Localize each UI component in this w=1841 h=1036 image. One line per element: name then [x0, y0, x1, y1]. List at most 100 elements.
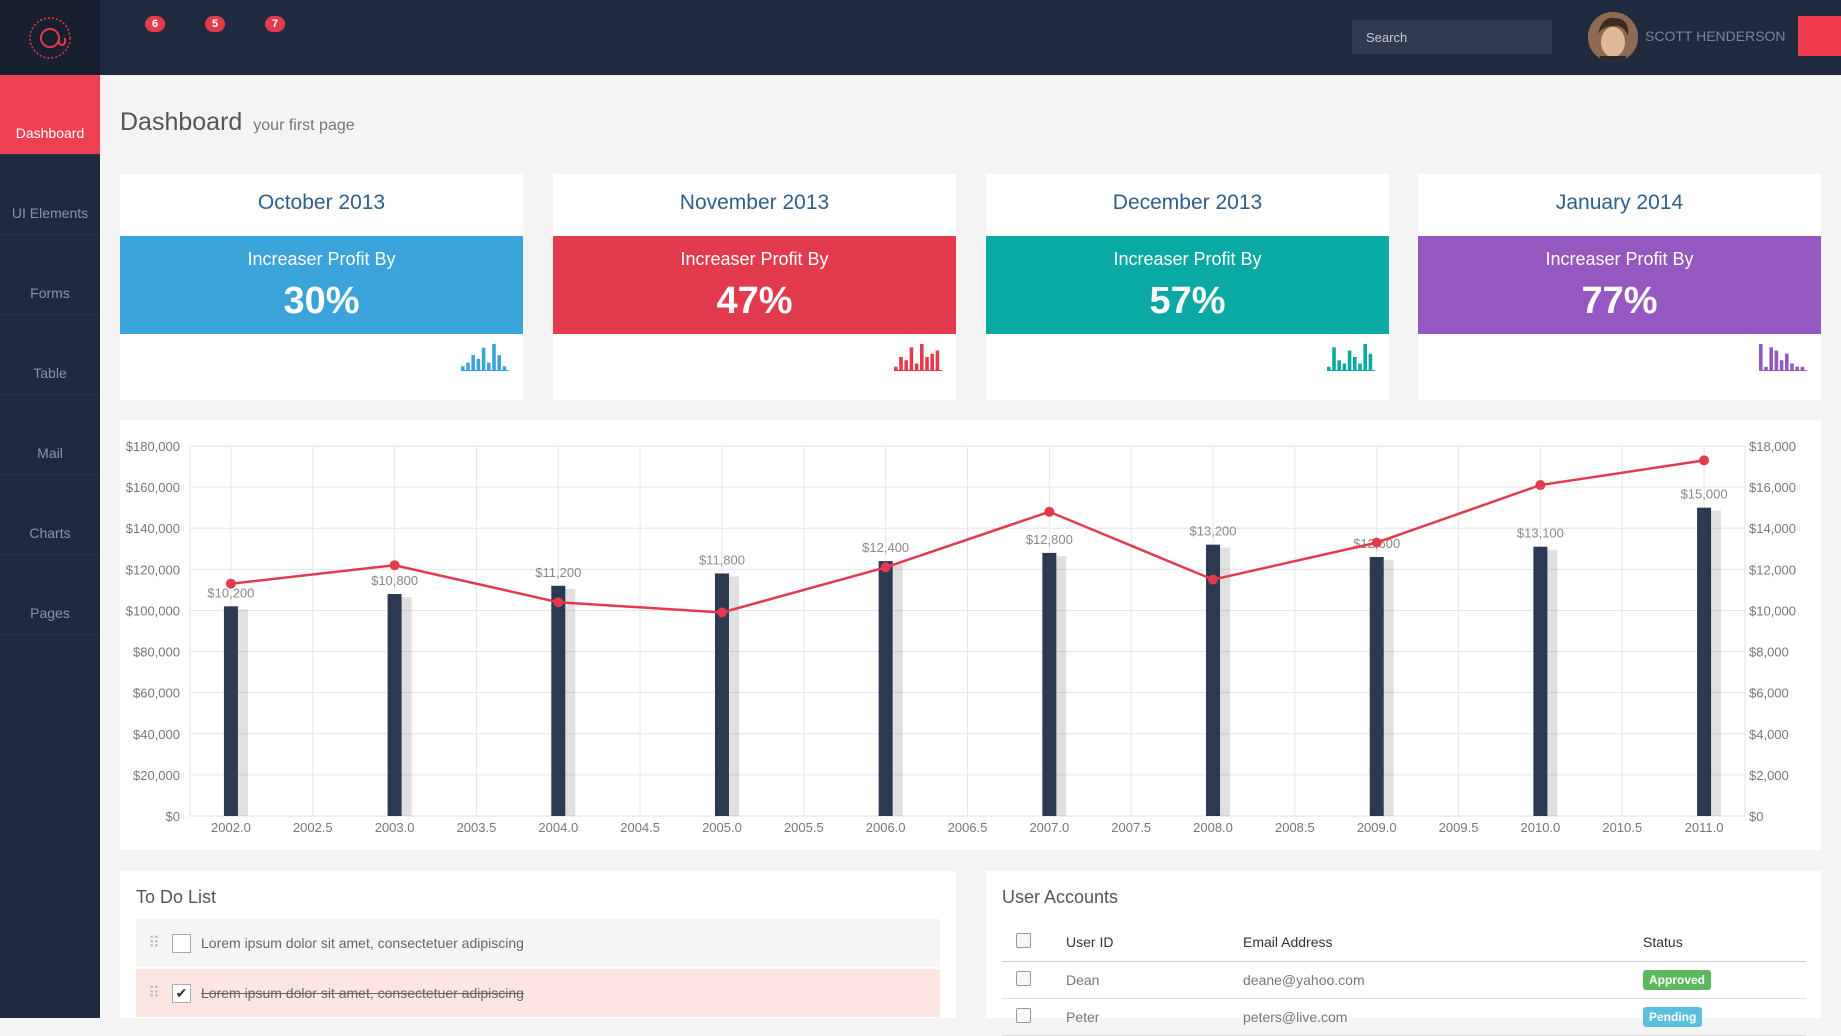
bar[interactable] — [387, 594, 402, 816]
bar[interactable] — [878, 561, 893, 816]
email-cell: deane@yahoo.com — [1243, 961, 1643, 999]
line-point[interactable] — [389, 560, 400, 571]
column-header-email: Email Address — [1243, 923, 1643, 962]
x-tick-label: 2011.0 — [1685, 820, 1724, 835]
y-right-tick-label: $12,000 — [1749, 562, 1796, 577]
bar[interactable] — [714, 573, 729, 816]
bar-value-label: $15,000 — [1681, 487, 1728, 502]
card-label: Increaser Profit By — [247, 249, 396, 269]
mini-bar-chart-icon — [1327, 344, 1375, 371]
spark-bar — [920, 344, 924, 370]
line-point[interactable] — [716, 607, 727, 618]
bar[interactable] — [1206, 544, 1221, 816]
select-all-checkbox[interactable] — [1016, 933, 1031, 948]
drag-handle-icon[interactable]: ⠿ — [148, 985, 160, 1002]
line-point[interactable] — [553, 597, 564, 608]
task-badge[interactable]: 7 — [265, 16, 285, 32]
y-right-tick-label: $0 — [1749, 809, 1763, 824]
avatar[interactable] — [1588, 12, 1638, 62]
notification-badge[interactable]: 6 — [145, 16, 165, 32]
y-left-tick-label: $20,000 — [133, 768, 180, 783]
x-tick-label: 2006.0 — [866, 820, 906, 835]
message-badge[interactable]: 5 — [205, 16, 225, 32]
bar[interactable] — [1369, 557, 1384, 816]
sidebar-item-pages[interactable]: Pages — [0, 555, 100, 635]
spark-bar — [466, 362, 470, 370]
search-input[interactable] — [1352, 20, 1552, 54]
bar[interactable] — [1533, 546, 1548, 816]
x-tick-label: 2006.5 — [948, 820, 988, 835]
stat-card: October 2013 Increaser Profit By 30% — [120, 174, 523, 400]
bar-value-label: $11,800 — [699, 552, 745, 567]
spark-bar — [1363, 344, 1367, 370]
row-checkbox[interactable] — [1016, 971, 1031, 986]
sidebar-item-label: Charts — [29, 525, 71, 541]
stat-card: December 2013 Increaser Profit By 57% — [986, 174, 1389, 400]
line-point[interactable] — [1044, 506, 1055, 517]
y-left-tick-label: $100,000 — [126, 603, 180, 618]
logo[interactable] — [0, 0, 100, 75]
sidebar-item-ui-elements[interactable]: UI Elements — [0, 155, 100, 235]
spark-bar — [930, 353, 934, 370]
bar[interactable] — [551, 585, 566, 816]
menu-toggle-button[interactable] — [1798, 16, 1841, 56]
sidebar-item-dashboard[interactable]: Dashboard — [0, 75, 100, 155]
x-tick-label: 2002.5 — [293, 820, 333, 835]
y-left-tick-label: $160,000 — [126, 480, 180, 495]
card-label: Increaser Profit By — [680, 249, 829, 269]
x-tick-label: 2008.5 — [1275, 820, 1315, 835]
spark-bar — [1358, 363, 1362, 370]
x-tick-label: 2004.0 — [538, 820, 578, 835]
x-tick-label: 2010.0 — [1521, 820, 1561, 835]
bar-value-label: $10,800 — [371, 573, 418, 588]
y-left-tick-label: $180,000 — [126, 439, 180, 454]
username[interactable]: SCOTT HENDERSON — [1645, 28, 1786, 44]
bar-value-label: $12,800 — [1026, 532, 1073, 547]
status-badge: Pending — [1643, 1007, 1703, 1027]
spark-bar — [894, 366, 898, 370]
sidebar-item-label: Pages — [30, 605, 70, 621]
spark-bar — [1785, 353, 1789, 370]
spark-bar — [476, 358, 481, 370]
bar[interactable] — [1042, 552, 1057, 816]
x-tick-label: 2008.0 — [1193, 820, 1233, 835]
sidebar-item-charts[interactable]: Charts — [0, 475, 100, 555]
y-left-tick-label: $120,000 — [126, 562, 180, 577]
row-checkbox[interactable] — [1016, 1008, 1031, 1023]
card-title: January 2014 — [1555, 191, 1684, 214]
y-right-tick-label: $10,000 — [1749, 603, 1796, 618]
bar[interactable] — [1697, 507, 1712, 816]
card-band: Increaser Profit By 30% — [120, 236, 523, 334]
bar[interactable] — [223, 606, 238, 816]
card-band: Increaser Profit By 47% — [553, 236, 956, 334]
drag-handle-icon[interactable]: ⠿ — [148, 935, 160, 952]
line-point[interactable] — [1535, 480, 1546, 491]
logo-icon — [29, 16, 71, 59]
todo-checkbox[interactable] — [172, 933, 191, 953]
sidebar-item-table[interactable]: Table — [0, 315, 100, 395]
check-icon: ✔ — [175, 984, 188, 1001]
todo-item[interactable]: ⠿ ✔ Lorem ipsum dolor sit amet, consecte… — [136, 969, 940, 1017]
stat-card: January 2014 Increaser Profit By 77% — [1418, 174, 1821, 400]
x-tick-label: 2007.0 — [1029, 820, 1069, 835]
plot-frame — [189, 445, 1746, 817]
spark-bar — [1353, 357, 1357, 370]
todo-checkbox[interactable]: ✔ — [172, 983, 191, 1003]
user-avatar-icon — [1588, 12, 1638, 62]
todo-item[interactable]: ⠿ Lorem ipsum dolor sit amet, consectetu… — [136, 919, 940, 967]
spark-bar — [502, 366, 507, 370]
line-point[interactable] — [880, 562, 891, 573]
spark-bar — [904, 360, 908, 370]
line-point[interactable] — [1208, 574, 1219, 585]
line-point[interactable] — [1371, 537, 1382, 548]
card-title: December 2013 — [1112, 191, 1263, 214]
line-point[interactable] — [225, 578, 236, 589]
x-tick-label: 2003.0 — [375, 820, 415, 835]
todo-text: Lorem ipsum dolor sit amet, consectetuer… — [201, 935, 524, 951]
spark-bar — [1800, 366, 1805, 370]
sidebar-item-label: Mail — [37, 445, 63, 461]
sidebar-item-forms[interactable]: Forms — [0, 235, 100, 315]
line-point[interactable] — [1699, 455, 1710, 466]
sidebar-item-mail[interactable]: Mail — [0, 395, 100, 475]
y-right-tick-label: $16,000 — [1749, 480, 1796, 495]
